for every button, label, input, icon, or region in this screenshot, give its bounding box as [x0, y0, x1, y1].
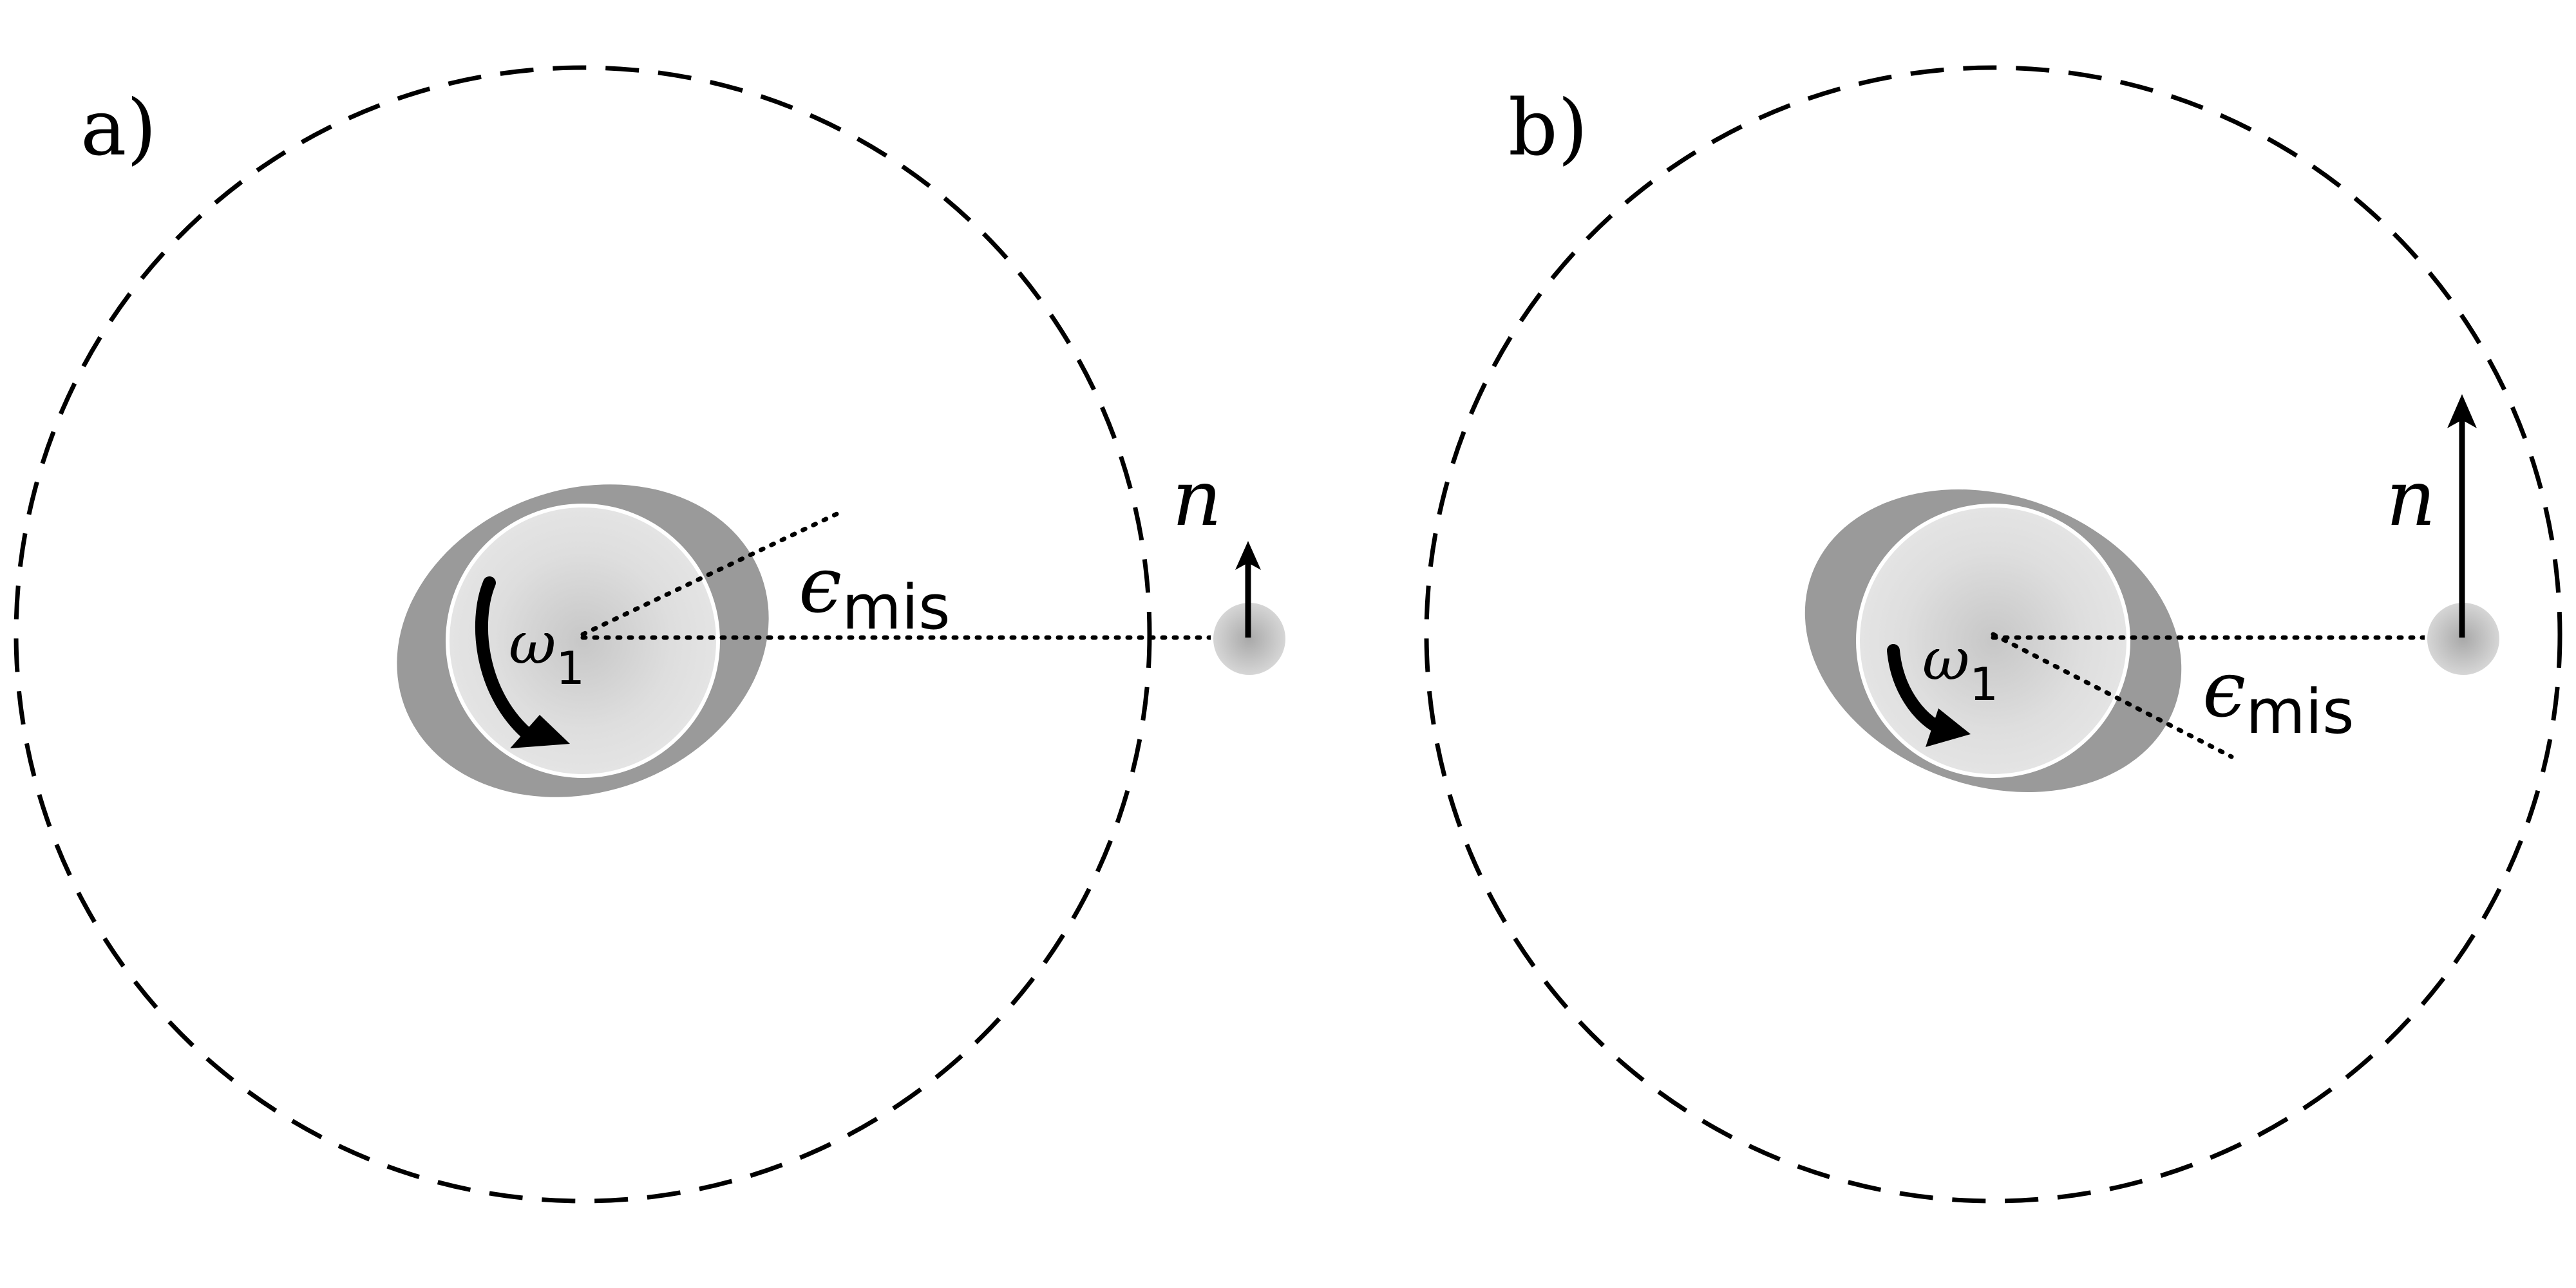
panel-a-normal-label: n — [1172, 454, 1222, 544]
panel-b-normal-label: n — [2386, 454, 2436, 544]
panel-a-normal-arrowhead — [1235, 541, 1261, 570]
panel-a: a) ω1 ϵmis n — [14, 65, 1288, 1204]
panel-b-omega-label: ω1 — [1922, 626, 1998, 711]
panel-a-orbit — [14, 65, 1152, 1204]
panel-b-spin-arrow — [1887, 644, 1971, 747]
panel-b-orbit — [1424, 65, 2562, 1204]
panel-b-primary-body — [1856, 504, 2130, 778]
panel-a-bulge-axis-dotted — [580, 508, 846, 637]
panel-b: b) ω1 ϵmis n — [1424, 65, 2562, 1204]
panel-a-omega-label: ω1 — [509, 610, 585, 695]
panel-b-label: b) — [1508, 84, 1588, 173]
panel-a-epsilon-label: ϵmis — [799, 541, 951, 643]
panel-b-epsilon-label: ϵmis — [2202, 645, 2354, 748]
panel-a-label: a) — [80, 84, 156, 173]
panel-a-spin-arrow — [475, 576, 570, 748]
panel-a-primary-body — [446, 504, 720, 778]
panel-b-bulge-axis-dotted — [1991, 632, 2234, 759]
panel-b-normal-arrowhead — [2447, 394, 2477, 428]
